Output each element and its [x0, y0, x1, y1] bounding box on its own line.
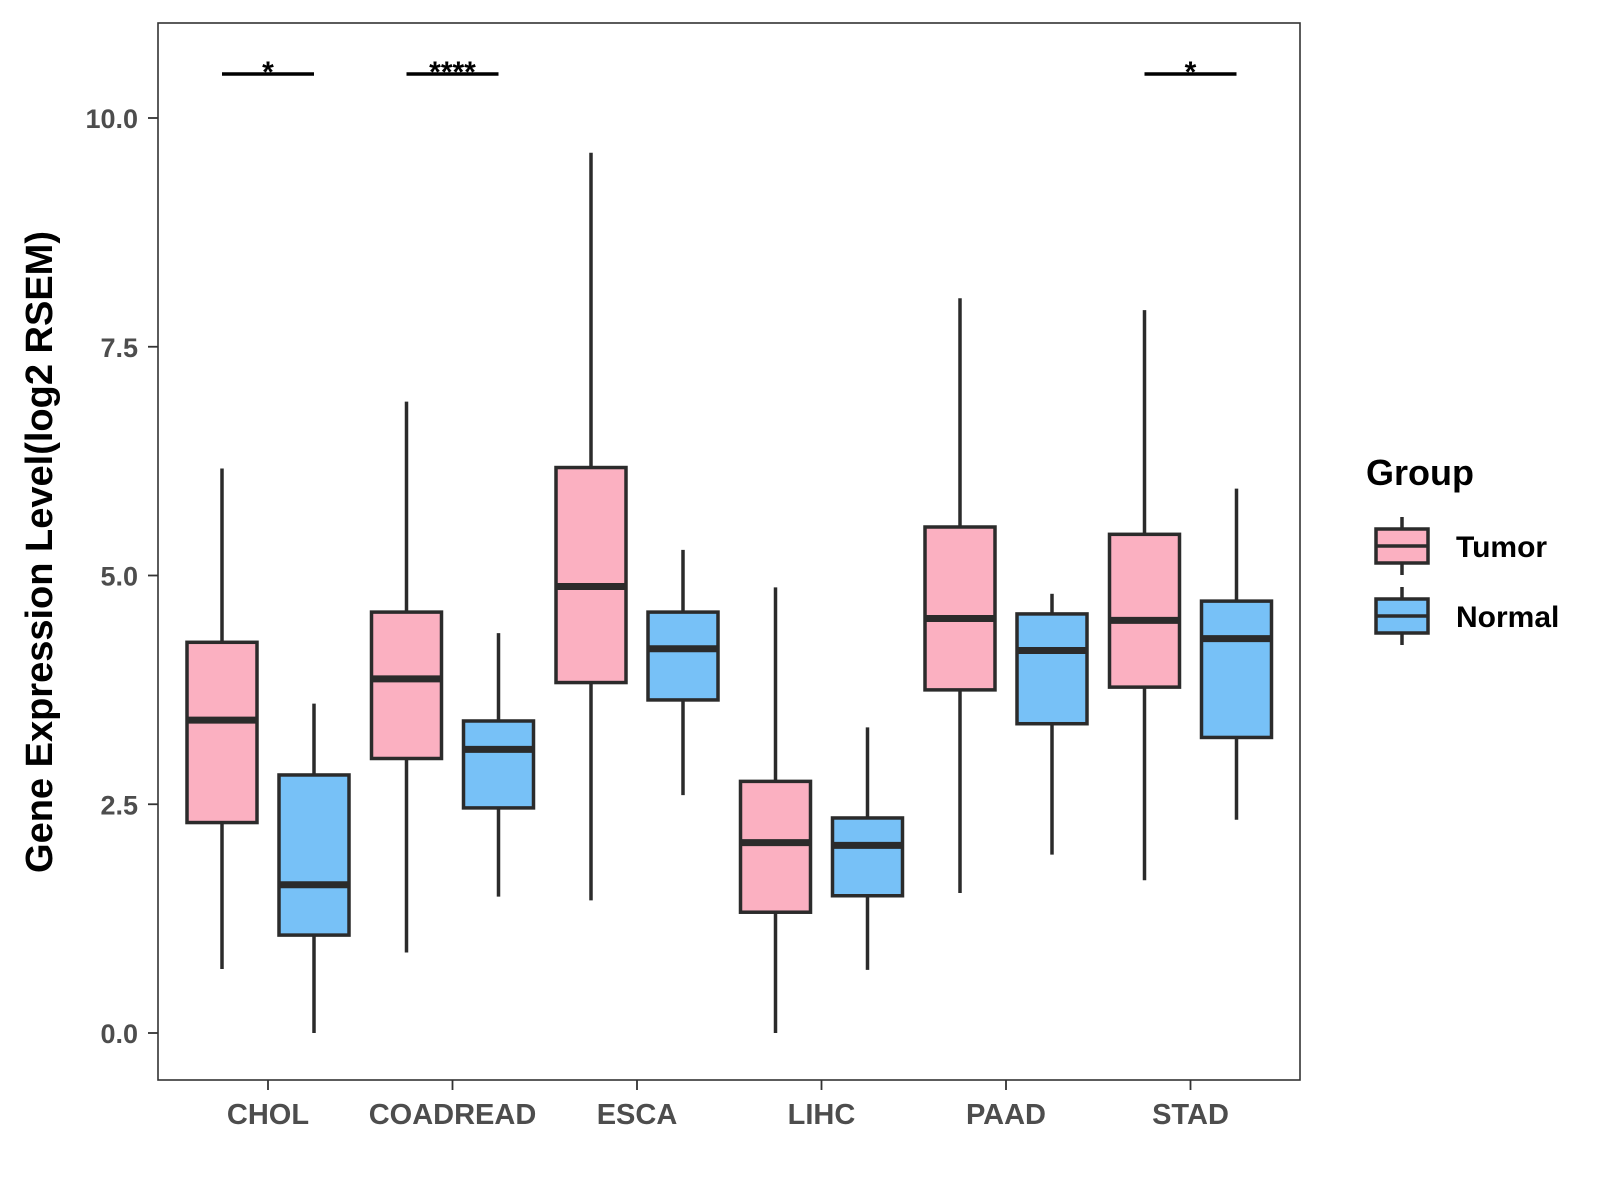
box-coadread-normal — [461, 633, 536, 897]
box-iqr — [185, 640, 259, 825]
significance-chol: * — [222, 56, 314, 89]
plot-panel-border — [157, 22, 1301, 1081]
box-iqr — [646, 610, 720, 702]
box-iqr — [369, 610, 444, 761]
box-iqr — [923, 525, 997, 692]
legend-label-normal: Normal — [1456, 601, 1559, 634]
box-stad-normal — [1199, 488, 1274, 820]
significance-stad: * — [1144, 56, 1237, 89]
box-iqr — [738, 779, 813, 914]
significance-label: * — [262, 56, 274, 89]
box-esca-normal — [646, 549, 720, 796]
box-iqr — [277, 773, 351, 937]
box-iqr — [830, 816, 905, 898]
box-chol-normal — [277, 703, 351, 1033]
box-iqr — [554, 465, 628, 685]
y-tick-label: 0.0 — [100, 1019, 138, 1049]
boxes-layer — [185, 152, 1274, 1033]
box-iqr — [1107, 532, 1182, 689]
legend: Group Tumor Normal — [1366, 452, 1559, 645]
axes-layer: 0.0 2.5 5.0 7.5 10.0 CHOL COADREAD ESCA LIHC PAAD… — [85, 104, 1228, 1131]
legend-label-tumor: Tumor — [1456, 531, 1547, 564]
box-iqr — [1199, 599, 1274, 740]
box-coadread-tumor — [369, 401, 444, 953]
legend-item-tumor: Tumor — [1374, 517, 1547, 575]
x-tick-label-coadread: COADREAD — [369, 1099, 537, 1131]
y-axis-title: Gene Expression Level(log2 RSEM) — [19, 231, 61, 873]
x-tick-label-lihc: LIHC — [788, 1099, 856, 1131]
x-tick-label-esca: ESCA — [597, 1099, 678, 1131]
significance-layer: * **** * — [222, 56, 1237, 89]
box-chol-tumor — [185, 468, 259, 969]
significance-label: * — [1185, 56, 1197, 89]
x-tick-label-paad: PAAD — [966, 1099, 1046, 1131]
significance-coadread: **** — [406, 56, 499, 89]
x-tick-label-stad: STAD — [1152, 1099, 1229, 1131]
y-tick-label: 7.5 — [100, 333, 138, 363]
legend-item-normal: Normal — [1374, 587, 1559, 645]
box-iqr — [461, 719, 536, 810]
box-paad-tumor — [923, 298, 997, 894]
legend-title: Group — [1366, 452, 1474, 493]
y-tick-label: 10.0 — [85, 104, 138, 134]
significance-label: **** — [429, 56, 476, 89]
box-iqr — [1015, 612, 1089, 726]
y-tick-label: 5.0 — [100, 562, 138, 592]
box-stad-tumor — [1107, 310, 1182, 881]
box-esca-tumor — [554, 152, 628, 901]
x-tick-label-chol: CHOL — [227, 1099, 309, 1131]
y-tick-label: 2.5 — [100, 790, 138, 820]
box-lihc-normal — [830, 727, 905, 970]
box-lihc-tumor — [738, 587, 813, 1033]
box-paad-normal — [1015, 593, 1089, 855]
